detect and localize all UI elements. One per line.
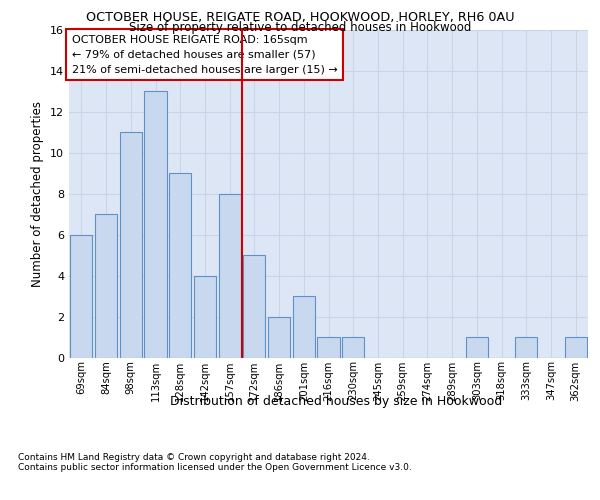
Bar [317, 337, 340, 357]
Bar [218, 194, 241, 358]
Bar [515, 337, 538, 357]
Bar [145, 92, 167, 358]
Bar [243, 255, 265, 358]
Bar [70, 234, 92, 358]
Bar [169, 174, 191, 358]
Bar [342, 337, 364, 357]
Text: Contains public sector information licensed under the Open Government Licence v3: Contains public sector information licen… [18, 464, 412, 472]
Text: OCTOBER HOUSE REIGATE ROAD: 165sqm
← 79% of detached houses are smaller (57)
21%: OCTOBER HOUSE REIGATE ROAD: 165sqm ← 79%… [71, 35, 337, 74]
Bar [194, 276, 216, 357]
Y-axis label: Number of detached properties: Number of detached properties [31, 101, 44, 287]
Text: Distribution of detached houses by size in Hookwood: Distribution of detached houses by size … [170, 395, 502, 408]
Bar [466, 337, 488, 357]
Text: OCTOBER HOUSE, REIGATE ROAD, HOOKWOOD, HORLEY, RH6 0AU: OCTOBER HOUSE, REIGATE ROAD, HOOKWOOD, H… [86, 11, 514, 24]
Bar [565, 337, 587, 357]
Text: Size of property relative to detached houses in Hookwood: Size of property relative to detached ho… [129, 22, 471, 35]
Bar [95, 214, 117, 358]
Text: Contains HM Land Registry data © Crown copyright and database right 2024.: Contains HM Land Registry data © Crown c… [18, 454, 370, 462]
Bar [293, 296, 315, 358]
Bar [268, 316, 290, 358]
Bar [119, 132, 142, 358]
